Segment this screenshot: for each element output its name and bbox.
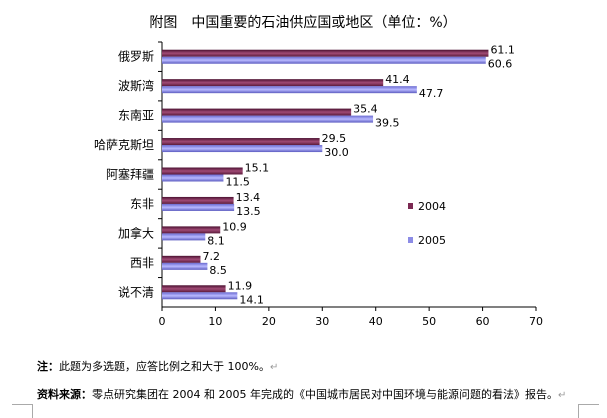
bar-2005 [162,86,417,94]
source-label: 资料来源： [37,388,92,401]
source-note: 资料来源：零点研究集团在 2004 和 2005 年完成的《中国城市居民对中国环… [37,388,567,401]
category-label: 波斯湾 [118,78,154,93]
data-label: 11.9 [228,279,253,292]
category-label: 阿塞拜疆 [106,167,154,182]
x-tick-label: 30 [315,315,329,328]
bar-2004 [162,49,489,57]
bar-chart: 附图 中国重要的石油供应国或地区（单位：%） 0 10 20 30 40 50 60 70 俄罗斯… [94,14,543,328]
category-label: 俄罗斯 [118,50,154,64]
x-tick-label: 50 [422,315,436,328]
data-label: 15.1 [245,162,269,175]
x-tick-label: 70 [529,315,543,328]
data-label: 61.1 [490,44,515,57]
data-label: 13.5 [236,205,261,218]
category-label: 东非 [130,197,154,211]
bar-2004 [162,196,234,204]
category-label: 哈萨克斯坦 [94,138,154,152]
legend-swatch [408,203,413,209]
bar-2004 [162,138,320,146]
note-label: 注： [37,360,59,373]
data-label: 30.0 [324,146,349,159]
bar-2005 [162,56,486,64]
data-label: 39.5 [375,117,400,130]
legend-label: 2005 [418,234,446,247]
bar-2005 [162,262,208,270]
note-text: 此题为多选题，应答比例之和大于 100%。 [59,360,270,373]
bar-2005 [162,115,374,123]
x-tick-label: 60 [476,315,490,328]
bar-2005 [162,174,224,182]
page-corner-mark [578,404,599,418]
data-label: 13.4 [236,191,261,204]
x-tick-label: 40 [369,315,383,328]
source-text: 零点研究集团在 2004 和 2005 年完成的《中国城市居民对中国环境与能源问… [92,388,558,401]
x-tick-label: 0 [159,315,166,328]
category-label: 西非 [130,256,154,270]
x-tick-label: 20 [262,315,276,328]
data-label: 10.9 [222,220,247,233]
x-tick-label: 10 [208,315,222,328]
data-label: 8.1 [207,234,225,247]
data-label: 47.7 [419,87,444,100]
bar-2004 [162,285,226,293]
bar-2004 [162,226,221,234]
category-label: 东南亚 [118,108,154,123]
bar-2004 [162,79,384,87]
data-label: 35.4 [353,103,378,116]
legend-label: 2004 [418,200,446,213]
bar-2005 [162,203,235,211]
bar-2005 [162,292,238,300]
bar-2005 [162,233,206,241]
page-corner-mark [12,404,33,418]
data-label: 14.1 [239,293,264,306]
footnote: 注：此题为多选题，应答比例之和大于 100%。↵ [37,360,279,373]
bar-2004 [162,255,201,263]
category-label: 说不清 [118,284,154,299]
data-label: 29.5 [322,132,347,145]
data-label: 7.2 [202,250,220,263]
legend-swatch [408,237,413,243]
bar-2004 [162,167,243,175]
chart-title: 附图 中国重要的石油供应国或地区（单位：%） [149,14,456,31]
bar-2004 [162,108,352,116]
data-label: 8.5 [209,264,227,277]
data-label: 11.5 [225,176,250,189]
category-label: 加拿大 [118,225,154,240]
data-label: 41.4 [385,73,410,86]
bar-2005 [162,145,323,153]
data-label: 60.6 [488,58,512,71]
